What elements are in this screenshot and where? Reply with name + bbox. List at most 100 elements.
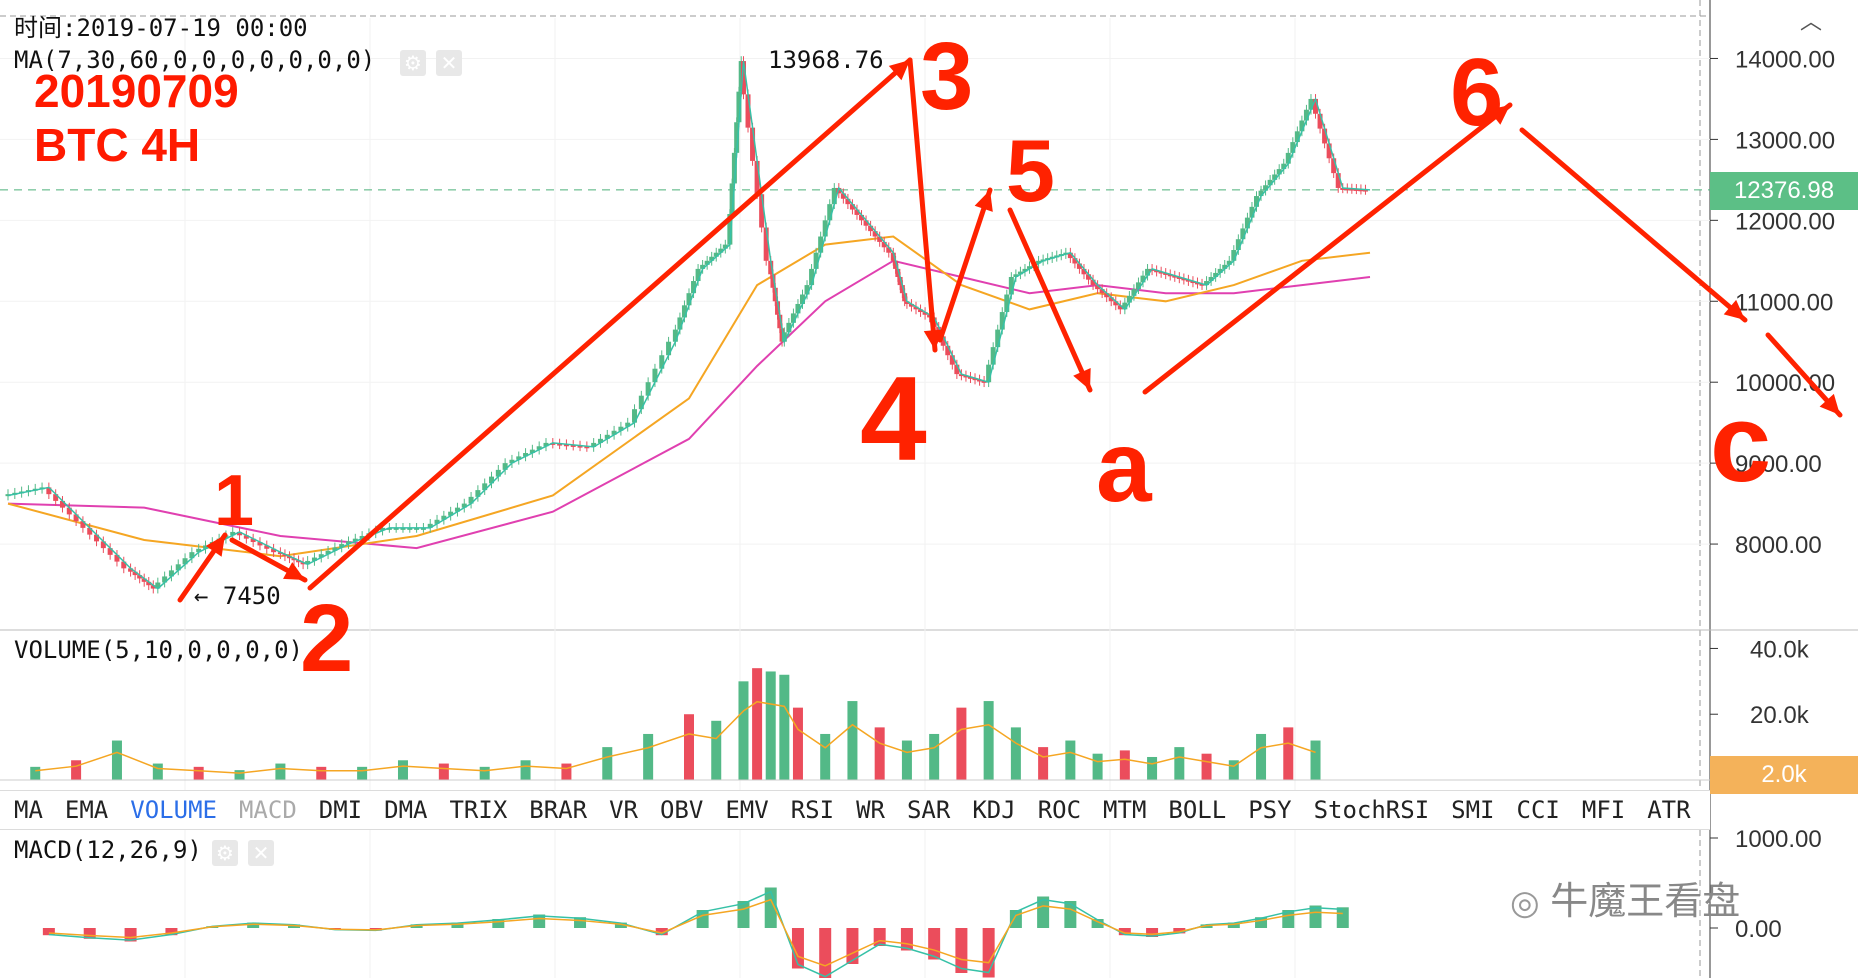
tab-atr[interactable]: ATR xyxy=(1647,796,1691,824)
candle-body xyxy=(509,459,515,464)
volume-legend: VOLUME(5,10,0,0,0,0) xyxy=(14,636,303,664)
tab-dma[interactable]: DMA xyxy=(384,796,428,824)
chevron-up-icon[interactable]: ︿ xyxy=(1800,10,1823,35)
volume-current-badge: 2.0k xyxy=(1710,756,1858,794)
volume-bar xyxy=(1228,760,1239,780)
wave-arrow-4 xyxy=(907,57,938,353)
tab-kdj[interactable]: KDJ xyxy=(972,796,1016,824)
close-icon[interactable]: ✕ xyxy=(248,840,274,866)
tab-stochrsi[interactable]: StochRSI xyxy=(1313,796,1430,824)
tab-roc[interactable]: ROC xyxy=(1037,796,1082,824)
candle-body xyxy=(804,285,810,295)
candle-body xyxy=(1222,264,1228,269)
tab-psy[interactable]: PSY xyxy=(1248,796,1292,824)
candle-body xyxy=(536,446,542,450)
candle-body xyxy=(311,557,317,561)
candle-body xyxy=(282,554,288,557)
volume-bar xyxy=(643,733,654,780)
candle-body xyxy=(1213,272,1219,277)
tab-wr[interactable]: WR xyxy=(856,796,885,824)
wave-label-5: 5 xyxy=(1006,121,1055,220)
candle-body xyxy=(795,303,801,314)
candle-body xyxy=(80,521,86,528)
volume-bar xyxy=(602,747,613,780)
tab-emv[interactable]: EMV xyxy=(725,796,769,824)
candle-body xyxy=(414,527,420,530)
wave-arrow-3 xyxy=(307,57,913,591)
ma-legend: MA(7,30,60,0,0,0,0,0,0,0) xyxy=(14,46,376,74)
tab-mfi[interactable]: MFI xyxy=(1581,796,1626,824)
gear-icon[interactable]: ⚙ xyxy=(400,50,426,76)
candle-body xyxy=(1113,301,1119,306)
candle-body xyxy=(318,554,324,558)
candle-body xyxy=(722,244,728,249)
volume-bar xyxy=(779,674,790,780)
wave-label-3: 3 xyxy=(920,23,974,130)
candle-body xyxy=(325,550,331,555)
candle-body xyxy=(604,434,610,439)
candle-body xyxy=(922,312,928,315)
tab-mtm[interactable]: MTM xyxy=(1103,796,1147,824)
tab-volume[interactable]: VOLUME xyxy=(130,796,217,824)
candle-body xyxy=(441,515,447,520)
volume-bar xyxy=(874,727,885,780)
candle-body xyxy=(264,545,270,549)
candle-body xyxy=(625,422,631,427)
macd-tick-label: 0.00 xyxy=(1735,916,1782,943)
volume-bar xyxy=(738,681,749,780)
tab-macd[interactable]: MACD xyxy=(238,796,297,824)
candle-body xyxy=(1263,185,1269,191)
tab-dmi[interactable]: DMI xyxy=(318,796,363,824)
candle-body xyxy=(66,507,72,515)
annotation-title: BTC 4H xyxy=(34,119,201,171)
tab-rsi[interactable]: RSI xyxy=(790,796,835,824)
candle-body xyxy=(128,568,134,572)
tab-ma[interactable]: MA xyxy=(14,796,43,824)
candle-body xyxy=(1285,152,1291,164)
candle-body xyxy=(1126,295,1132,303)
candle-body xyxy=(1340,187,1346,190)
candle-body xyxy=(940,336,946,346)
candle-body xyxy=(346,541,351,545)
candle-body xyxy=(893,260,899,269)
candle-body xyxy=(1076,263,1082,269)
macd-legend: MACD(12,26,9) xyxy=(14,836,202,864)
tab-brar[interactable]: BRAR xyxy=(529,796,588,824)
tab-smi[interactable]: SMI xyxy=(1451,796,1495,824)
tab-cci[interactable]: CCI xyxy=(1516,796,1560,824)
candle-body xyxy=(672,329,678,342)
tab-obv[interactable]: OBV xyxy=(659,796,704,824)
volume-bar xyxy=(316,766,327,780)
candle-body xyxy=(359,535,365,539)
candle-body xyxy=(659,355,665,369)
candle-body xyxy=(121,561,127,569)
tab-ema[interactable]: EMA xyxy=(64,796,109,824)
watermark-text: 牛魔王看盘 xyxy=(1550,881,1741,923)
tab-vr[interactable]: VR xyxy=(609,796,638,824)
volume-bar xyxy=(71,760,82,780)
tab-sar[interactable]: SAR xyxy=(906,796,951,824)
close-icon[interactable]: ✕ xyxy=(436,50,462,76)
candle-body xyxy=(482,483,488,491)
volume-bar xyxy=(357,766,368,780)
gear-icon[interactable]: ⚙ xyxy=(212,840,238,866)
candle-body xyxy=(495,469,501,477)
candle-body xyxy=(584,446,590,449)
candle-body xyxy=(393,527,399,530)
candle-body xyxy=(202,545,208,549)
candle-body xyxy=(468,496,474,504)
candle-body xyxy=(1131,289,1137,296)
candle-body xyxy=(305,560,311,565)
tab-boll[interactable]: BOLL xyxy=(1168,796,1227,824)
candle-body xyxy=(897,276,903,286)
wechat-icon: ◎ xyxy=(1510,884,1540,922)
candle-body xyxy=(1267,179,1273,186)
candle-body xyxy=(550,442,556,445)
tab-trix[interactable]: TRIX xyxy=(449,796,508,824)
candle-body xyxy=(1190,281,1196,284)
candle-body xyxy=(777,314,783,329)
candle-body xyxy=(977,379,983,382)
macd-bar xyxy=(1037,896,1050,928)
macd-bar xyxy=(1064,901,1077,928)
